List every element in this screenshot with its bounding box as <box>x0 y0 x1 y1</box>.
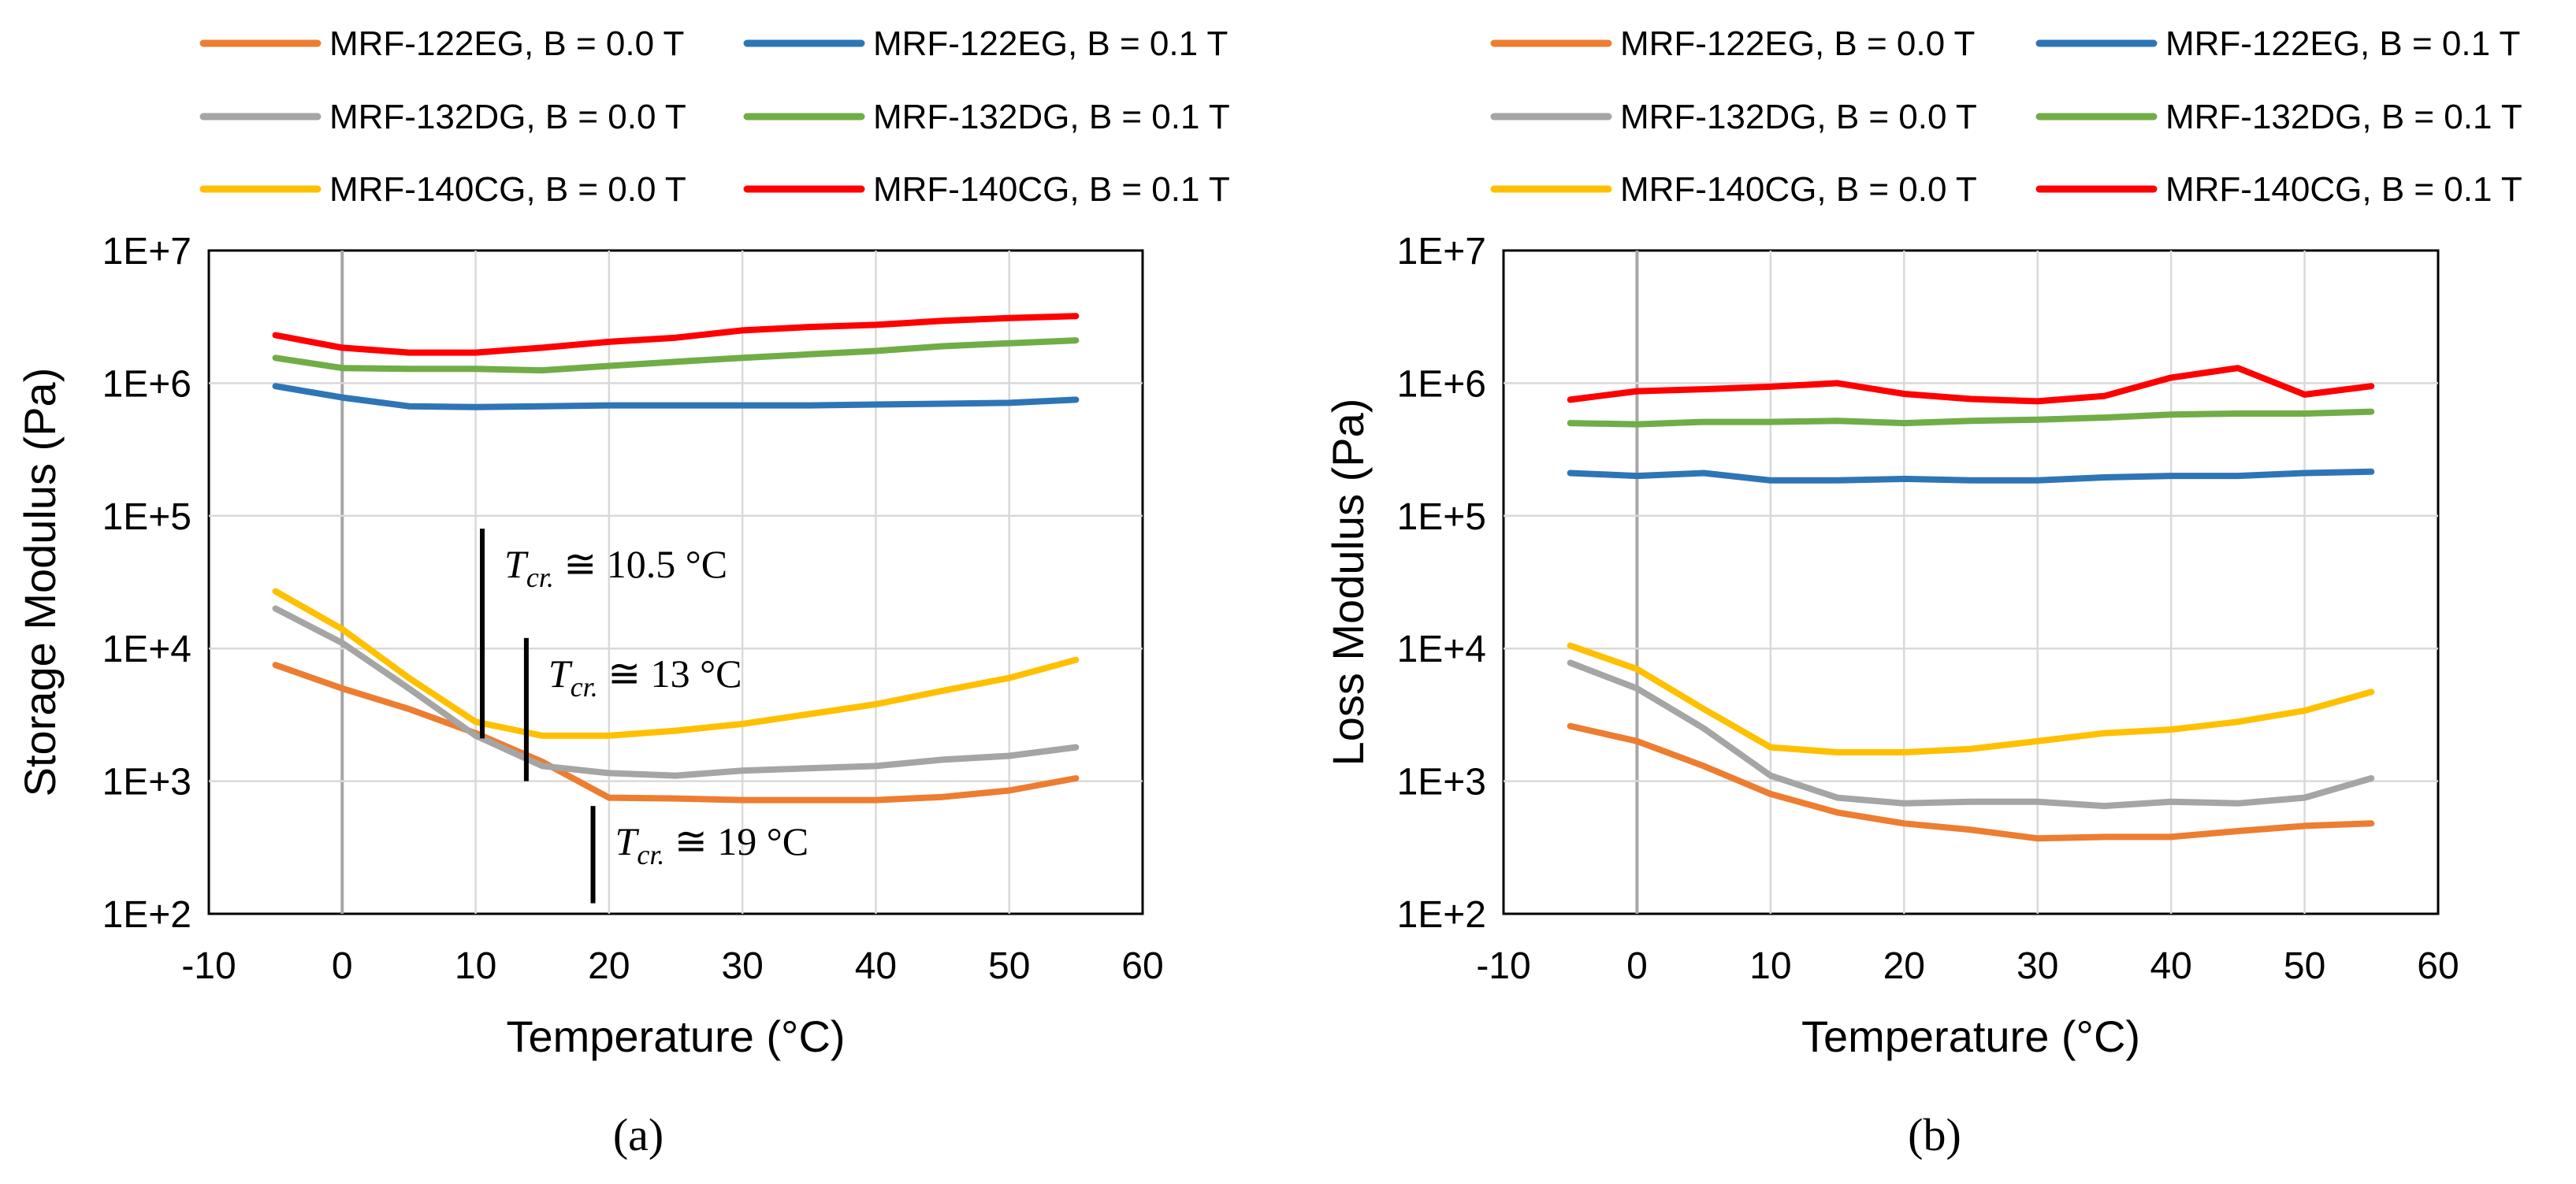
series-line <box>272 313 1080 356</box>
y-tick-label: 1E+2 <box>102 894 191 936</box>
legend-label: MRF-122EG, B = 0.0 T <box>329 24 684 63</box>
legend-label: MRF-140CG, B = 0.0 T <box>329 170 686 209</box>
x-tick-label: 20 <box>588 945 630 987</box>
legend-label: MRF-132DG, B = 0.1 T <box>2165 98 2522 136</box>
y-tick-label: 1E+3 <box>102 762 191 804</box>
panel-caption: (b) <box>1908 1109 1961 1160</box>
legend-label: MRF-122EG, B = 0.1 T <box>873 24 1228 63</box>
legend-label: MRF-140CG, B = 0.0 T <box>1620 170 1977 209</box>
series-line <box>272 588 1080 739</box>
critical-temperature-label: Tcr. ≅ 13 °C <box>548 651 742 703</box>
series-line <box>1567 642 2375 755</box>
legend-label: MRF-132DG, B = 0.0 T <box>1620 98 1977 136</box>
x-tick-label: -10 <box>1476 945 1530 987</box>
x-tick-label: -10 <box>181 945 236 987</box>
plot-area-frame <box>207 249 1144 915</box>
y-tick-label: 1E+4 <box>102 629 191 670</box>
x-tick-label: 30 <box>2017 945 2058 987</box>
legend-label: MRF-132DG, B = 0.0 T <box>329 98 686 136</box>
panel-b-loss-modulus-chart: -10 0 10 20 30 40 50 60 1E+2 1E+3 1E+4 1E+5 1E+6 1E+7… <box>1323 24 2522 1160</box>
critical-temperature-label: Tcr. ≅ 10.5 °C <box>504 542 727 593</box>
series-line <box>1567 468 2375 484</box>
x-tick-label: 40 <box>855 945 897 987</box>
series-line <box>1567 722 2375 842</box>
x-tick-label: 0 <box>1626 945 1648 987</box>
plot-area-frame <box>1502 249 2440 915</box>
series-line <box>272 605 1080 779</box>
x-tick-label: 60 <box>1121 945 1163 987</box>
y-axis-title: Storage Modulus (Pa) <box>15 368 65 797</box>
y-tick-label: 1E+7 <box>102 231 191 273</box>
y-tick-label: 1E+5 <box>102 496 191 538</box>
y-tick-label: 1E+7 <box>1397 231 1486 273</box>
y-axis-title: Loss Modulus (Pa) <box>1323 399 1373 766</box>
y-tick-label: 1E+6 <box>1397 363 1486 405</box>
series-line <box>272 383 1080 410</box>
series-line <box>272 337 1080 374</box>
legend-label: MRF-122EG, B = 0.1 T <box>2165 24 2520 63</box>
y-tick-label: 1E+6 <box>102 363 191 405</box>
legend-label: MRF-122EG, B = 0.0 T <box>1620 24 1975 63</box>
x-tick-label: 10 <box>1749 945 1791 987</box>
y-tick-label: 1E+5 <box>1397 496 1486 538</box>
y-tick-label: 1E+4 <box>1397 629 1486 670</box>
series-line <box>1567 659 2375 810</box>
series-line <box>1567 408 2375 428</box>
x-tick-label: 60 <box>2417 945 2459 987</box>
x-tick-label: 0 <box>332 945 353 987</box>
panel-a-storage-modulus-chart: -10 0 10 20 30 40 50 60 1E+2 1E+3 1E+4 1E+5 1E+6 1E+7… <box>15 24 1230 1160</box>
legend-label: MRF-140CG, B = 0.1 T <box>2165 170 2522 209</box>
y-tick-label: 1E+3 <box>1397 762 1486 804</box>
x-tick-label: 10 <box>455 945 496 987</box>
critical-temperature-label: Tcr. ≅ 19 °C <box>615 819 809 870</box>
y-tick-label: 1E+2 <box>1397 894 1486 936</box>
series-line <box>272 662 1080 804</box>
legend-label: MRF-140CG, B = 0.1 T <box>873 170 1230 209</box>
legend-label: MRF-132DG, B = 0.1 T <box>873 98 1230 136</box>
series-line <box>1567 365 2375 405</box>
x-axis-title: Temperature (°C) <box>506 1011 845 1061</box>
x-tick-label: 20 <box>1883 945 1925 987</box>
x-tick-label: 50 <box>988 945 1030 987</box>
panel-caption: (a) <box>613 1109 664 1160</box>
x-axis-title: Temperature (°C) <box>1801 1011 2140 1061</box>
x-tick-label: 50 <box>2284 945 2325 987</box>
x-tick-label: 40 <box>2150 945 2191 987</box>
x-tick-label: 30 <box>721 945 763 987</box>
